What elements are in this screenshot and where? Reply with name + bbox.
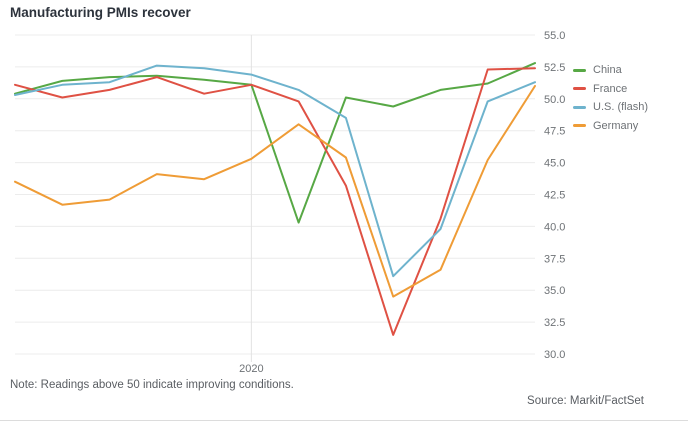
y-axis-tick-label: 32.5 — [544, 317, 565, 329]
series-line-germany — [14, 85, 536, 298]
y-axis-tick-label: 45.0 — [544, 158, 565, 170]
y-axis-tick-label: 47.5 — [544, 126, 565, 138]
legend-item: U.S. (flash) — [573, 98, 648, 117]
legend-swatch — [573, 87, 586, 91]
y-axis-tick-label: 35.0 — [544, 285, 565, 297]
y-axis-tick-label: 40.0 — [544, 221, 565, 233]
legend-label: Germany — [593, 119, 639, 132]
series-line-china — [14, 62, 536, 224]
bottom-divider — [0, 420, 688, 421]
y-axis-tick-label: 42.5 — [544, 190, 565, 202]
y-axis-tick-label: 50.0 — [544, 94, 565, 106]
y-axis-tick-label: 55.0 — [544, 30, 565, 42]
legend-item: China — [573, 61, 648, 80]
y-axis-tick-label: 52.5 — [544, 62, 565, 74]
series-line-france — [14, 67, 536, 336]
legend-swatch — [573, 124, 586, 128]
chart-title: Manufacturing PMIs recover — [10, 5, 191, 20]
legend-swatch — [573, 68, 586, 72]
y-axis-tick-label: 30.0 — [544, 349, 565, 361]
legend-item: Germany — [573, 117, 648, 136]
y-axis-tick-label: 37.5 — [544, 253, 565, 265]
series-line-u-s-flash — [14, 64, 536, 278]
legend-label: France — [593, 82, 628, 95]
x-axis-tick-label: 2020 — [239, 363, 263, 375]
legend-label: U.S. (flash) — [593, 101, 649, 114]
legend: China France U.S. (flash) Germany — [573, 61, 648, 135]
source-text: Source: Markit/FactSet — [527, 395, 644, 407]
legend-swatch — [573, 105, 586, 109]
legend-item: France — [573, 80, 648, 99]
note-text: Note: Readings above 50 indicate improvi… — [10, 379, 294, 391]
legend-label: China — [593, 64, 622, 77]
